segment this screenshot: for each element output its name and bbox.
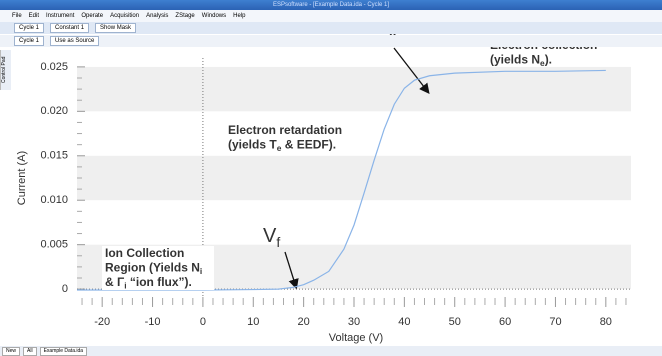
tab[interactable]: New: [2, 346, 21, 356]
x-tick-label: 20: [298, 316, 310, 328]
toolbar-button[interactable]: Show Mask: [95, 23, 137, 33]
x-tick-label: -20: [94, 316, 110, 328]
menu-item[interactable]: Acquisition: [110, 13, 140, 19]
x-tick-label: 80: [600, 316, 612, 328]
x-axis-label: Voltage (V): [329, 332, 383, 344]
tab[interactable]: Example Data.ida: [39, 346, 88, 356]
subscript: e: [277, 143, 282, 153]
x-tick-label: 50: [449, 316, 461, 328]
annotation: Ion Collection: [105, 246, 184, 260]
menu-item[interactable]: ZStage: [175, 13, 195, 19]
annotation: Region (Yields Ni: [105, 261, 202, 277]
y-tick-label: 0.005: [40, 239, 68, 251]
menu-item[interactable]: Analysis: [146, 13, 169, 19]
x-tick-label: -10: [145, 316, 161, 328]
annotation-text: “ion flux”).: [127, 275, 192, 289]
data-line: [77, 69, 606, 291]
toolbar-button[interactable]: Constant 1: [50, 23, 90, 33]
arrow: [393, 47, 430, 95]
annotation-text: V: [263, 225, 277, 247]
y-axis-label: Current (A): [16, 151, 28, 205]
tab[interactable]: All: [23, 346, 37, 356]
annotation-text: Ion Collection: [105, 246, 184, 260]
x-tick-label: 70: [549, 316, 561, 328]
label-bg: [102, 246, 214, 290]
y-tick-label: 0.015: [40, 150, 68, 162]
x-tick-label: 30: [348, 316, 360, 328]
toolbar-button[interactable]: Cycle 1: [14, 36, 45, 46]
x-tick-label: 60: [499, 316, 511, 328]
y-tick-label: 0.020: [40, 105, 68, 117]
toolbar-button[interactable]: Use as Source: [50, 36, 100, 46]
window-title: ESPsoftware - [Example Data.ida - Cycle …: [272, 2, 390, 8]
x-tick-label: 10: [247, 316, 259, 328]
subscript: f: [276, 234, 280, 250]
y-tick-label: 0: [62, 283, 68, 295]
menu-item[interactable]: Operate: [81, 13, 104, 19]
annotation-text: Electron retardation: [228, 123, 342, 137]
annotation: Vf: [263, 225, 280, 249]
menu-bar: File Edit Instrument Operate Acquisition Anal…: [0, 10, 662, 22]
annotation: Electron retardation: [228, 123, 342, 137]
subscript: i: [124, 281, 126, 291]
annotation: (yields Te & EEDF).: [228, 138, 336, 154]
menu-item[interactable]: Instrument: [46, 13, 75, 19]
menu-item[interactable]: File: [12, 13, 22, 19]
annotation-text: Region (Yields N: [105, 261, 200, 275]
toolbar: Cycle 1 Use as Source: [0, 35, 662, 47]
annotation-text: ).: [545, 53, 552, 67]
subscript: e: [540, 58, 545, 68]
annotation-text: & EEDF).: [281, 138, 336, 152]
arrow: [284, 251, 299, 290]
x-tick-label: 0: [200, 316, 206, 328]
y-tick-label: 0.010: [40, 194, 68, 206]
side-panel[interactable]: Control Pad: [0, 50, 11, 90]
menu-item[interactable]: Help: [233, 13, 246, 19]
grid-band: [77, 155, 631, 201]
annotation-text: (yields N: [490, 53, 540, 67]
menu-item[interactable]: Edit: [28, 13, 40, 19]
toolbar: Cycle 1 Constant 1 Show Mask: [0, 22, 662, 34]
y-tick-label: 0.025: [40, 61, 68, 73]
x-tick-label: 40: [398, 316, 410, 328]
annotation: (yields Ne).: [490, 53, 552, 69]
annotation-text: & Γ: [105, 275, 125, 289]
annotation-text: (yields T: [228, 138, 277, 152]
title-bar: ESPsoftware - [Example Data.ida - Cycle …: [0, 0, 662, 10]
subscript: i: [200, 266, 202, 276]
tab-bar: New All Example Data.ida: [0, 346, 662, 356]
menu-item[interactable]: Windows: [201, 13, 227, 19]
annotation: & Γi “ion flux”).: [105, 275, 192, 291]
grid-band: [77, 66, 631, 112]
toolbar-button[interactable]: Cycle 1: [14, 23, 45, 33]
